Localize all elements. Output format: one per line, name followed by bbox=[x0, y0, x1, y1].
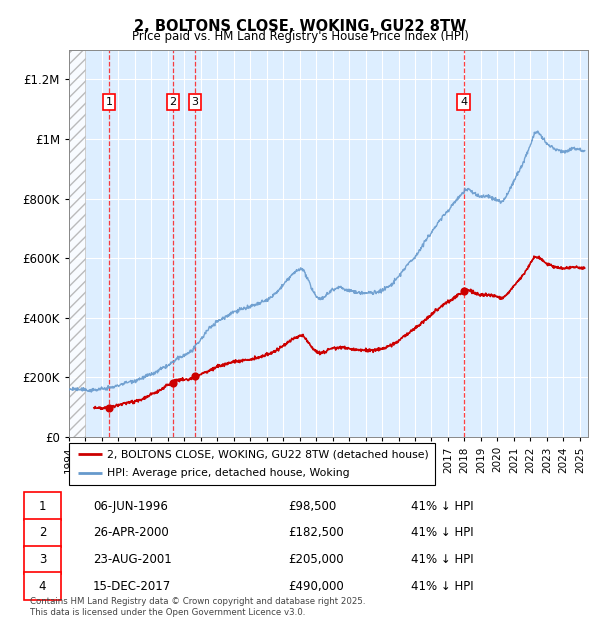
Polygon shape bbox=[69, 50, 85, 437]
Point bbox=[104, 403, 114, 413]
Text: 2, BOLTONS CLOSE, WOKING, GU22 8TW (detached house): 2, BOLTONS CLOSE, WOKING, GU22 8TW (deta… bbox=[107, 449, 429, 459]
Text: £98,500: £98,500 bbox=[288, 500, 336, 513]
Text: 26-APR-2000: 26-APR-2000 bbox=[93, 526, 169, 539]
Point bbox=[190, 371, 200, 381]
Point bbox=[169, 378, 178, 388]
Text: 3: 3 bbox=[39, 553, 46, 566]
Text: £182,500: £182,500 bbox=[288, 526, 344, 539]
Text: £490,000: £490,000 bbox=[288, 580, 344, 593]
Text: 2, BOLTONS CLOSE, WOKING, GU22 8TW: 2, BOLTONS CLOSE, WOKING, GU22 8TW bbox=[134, 19, 466, 33]
Text: 41% ↓ HPI: 41% ↓ HPI bbox=[411, 526, 473, 539]
Text: Price paid vs. HM Land Registry's House Price Index (HPI): Price paid vs. HM Land Registry's House … bbox=[131, 30, 469, 43]
Text: 4: 4 bbox=[39, 580, 46, 593]
Text: 1: 1 bbox=[106, 97, 113, 107]
Text: 23-AUG-2001: 23-AUG-2001 bbox=[93, 553, 172, 566]
Point bbox=[459, 286, 469, 296]
Text: Contains HM Land Registry data © Crown copyright and database right 2025.
This d: Contains HM Land Registry data © Crown c… bbox=[30, 598, 365, 617]
Text: £205,000: £205,000 bbox=[288, 553, 344, 566]
Text: 06-JUN-1996: 06-JUN-1996 bbox=[93, 500, 168, 513]
Text: HPI: Average price, detached house, Woking: HPI: Average price, detached house, Woki… bbox=[107, 469, 350, 479]
Text: 4: 4 bbox=[460, 97, 467, 107]
Text: 1: 1 bbox=[39, 500, 46, 513]
Text: 15-DEC-2017: 15-DEC-2017 bbox=[93, 580, 171, 593]
Text: 3: 3 bbox=[191, 97, 199, 107]
Text: 41% ↓ HPI: 41% ↓ HPI bbox=[411, 500, 473, 513]
Text: 2: 2 bbox=[170, 97, 176, 107]
Text: 41% ↓ HPI: 41% ↓ HPI bbox=[411, 580, 473, 593]
Text: 41% ↓ HPI: 41% ↓ HPI bbox=[411, 553, 473, 566]
Text: 2: 2 bbox=[39, 526, 46, 539]
